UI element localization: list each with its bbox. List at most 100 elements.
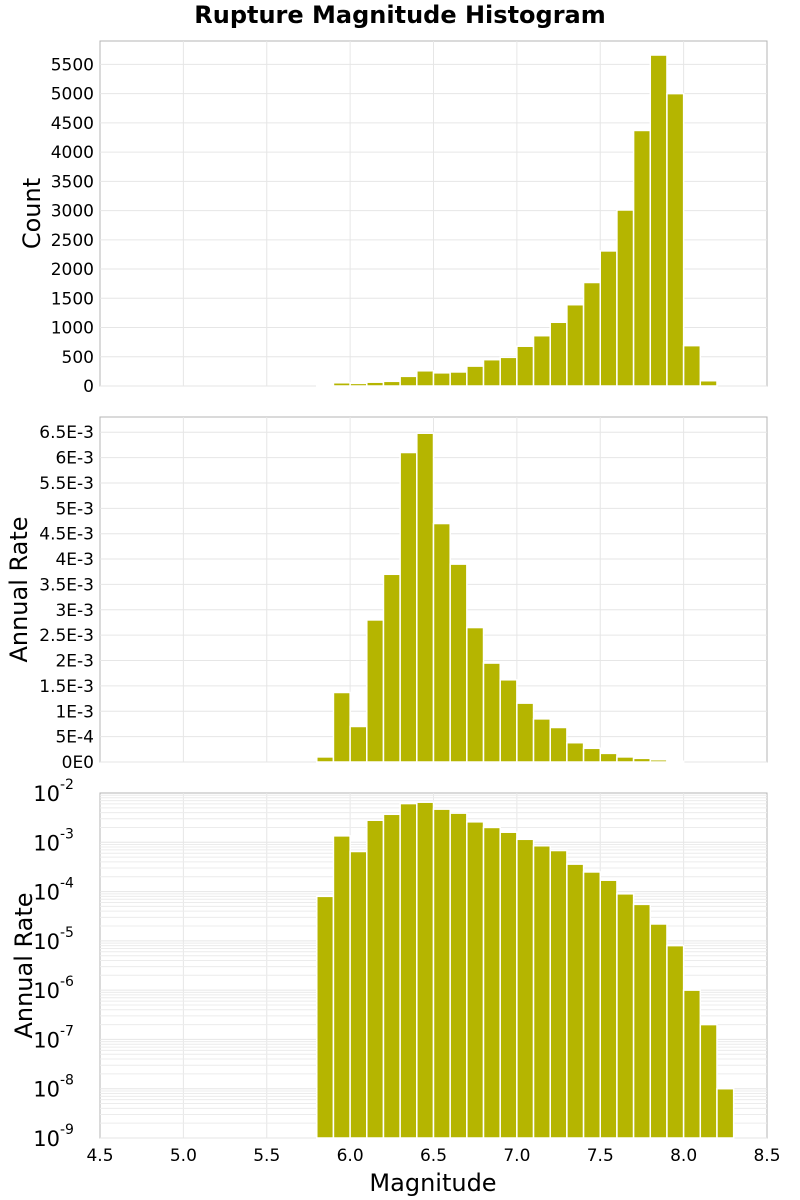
histogram-bar: [632, 757, 652, 763]
y-tick-exponent: -5: [60, 925, 74, 941]
histogram-bar: [582, 871, 602, 1139]
histogram-bar: [516, 838, 535, 1139]
histogram-bar: [549, 321, 568, 387]
y-tick-label: 10: [33, 881, 60, 905]
panel-count: 0 500 1000 1500 2000 2500 3000 3500 4000 4500 5000…: [18, 40, 768, 397]
histogram-bar: [532, 334, 551, 387]
y-tick-label: 0E0: [62, 753, 94, 773]
histogram-bar: [332, 691, 351, 763]
histogram-bar: [499, 356, 518, 387]
histogram-bar: [666, 760, 685, 763]
histogram-bar: [582, 747, 602, 763]
histogram-bar: [332, 835, 351, 1139]
histogram-bar: [466, 365, 485, 387]
histogram-bar: [366, 819, 385, 1139]
y-tick-label: 1E-3: [55, 702, 94, 722]
histogram-bar: [399, 802, 418, 1139]
histogram-bar: [466, 821, 485, 1139]
histogram-bar: [399, 451, 418, 763]
histogram-bar: [432, 372, 451, 387]
histogram-bar: [482, 358, 501, 387]
histogram-bar: [566, 303, 585, 387]
y-tick-exponent: -2: [60, 777, 74, 793]
x-axis-label: Magnitude: [369, 1169, 496, 1197]
x-tick-label: 5.0: [170, 1146, 197, 1166]
y-tick-exponent: -8: [60, 1073, 74, 1089]
y-tick-label: 5E-4: [55, 728, 94, 748]
y-tick-label: 10: [33, 979, 60, 1003]
panel-annual-rate-linear: 0E0 5E-4 1E-3 1.5E-3 2E-3 2.5E-3 3E-3 3.5E-3 4E-…: [5, 416, 768, 773]
y-tick-label: 5.5E-3: [39, 474, 94, 494]
histogram-bar: [382, 813, 401, 1139]
histogram-bar: [349, 382, 368, 387]
y-tick-label: 4.5E-3: [39, 525, 94, 545]
y-tick-label: 5000: [51, 85, 94, 105]
histogram-bar: [649, 758, 668, 763]
y-tick-exponent: -7: [60, 1023, 74, 1039]
histogram-bar: [532, 718, 551, 763]
histogram-bar: [416, 801, 435, 1139]
histogram-bar: [432, 522, 451, 763]
x-tick-label: 6.0: [337, 1146, 364, 1166]
histogram-bar: [616, 893, 635, 1139]
y-tick-label: 3000: [51, 202, 94, 222]
histogram-bar: [649, 54, 668, 387]
y-tick-label: 2.5E-3: [39, 626, 94, 646]
histogram-bar: [332, 382, 351, 387]
y-tick-label: 2000: [51, 260, 94, 280]
y-tick-exponent: -3: [60, 826, 74, 842]
panel-annual-rate-log: 10-210-310-410-510-610-710-810-9 Annual …: [10, 777, 781, 1197]
y-tick-label: 1000: [51, 319, 94, 339]
y-tick-label: 10: [33, 1078, 60, 1102]
histogram-bar: [316, 895, 335, 1139]
histogram-bar: [499, 831, 518, 1139]
histogram-bar: [566, 863, 585, 1139]
y-tick-label: 10: [33, 831, 60, 855]
histogram-bar: [566, 741, 585, 763]
histogram-bar: [432, 808, 451, 1139]
x-tick-label: 4.5: [86, 1146, 113, 1166]
histogram-bar: [549, 849, 568, 1139]
y-tick-label: 10: [33, 782, 60, 806]
histogram-bar: [599, 250, 618, 387]
histogram-bar: [382, 573, 401, 763]
histogram-bar: [666, 92, 685, 387]
panel-count-yticks: 0 500 1000 1500 2000 2500 3000 3500 4000 4500 5000…: [51, 55, 94, 397]
panel-count-bars: [316, 54, 718, 387]
histogram-bar: [699, 379, 718, 387]
histogram-bar: [666, 944, 685, 1139]
y-tick-exponent: -9: [60, 1122, 74, 1138]
histogram-bar: [482, 662, 501, 763]
y-tick-label: 5E-3: [55, 499, 94, 519]
x-tick-label: 7.0: [503, 1146, 530, 1166]
histogram-bar: [349, 850, 368, 1139]
panel-rate-log-bars: [316, 801, 735, 1139]
histogram-bar: [516, 702, 535, 763]
histogram-bar: [316, 756, 335, 763]
histogram-bar: [599, 752, 618, 763]
x-tick-label: 5.5: [253, 1146, 280, 1166]
y-tick-exponent: -6: [60, 974, 74, 990]
y-tick-label: 3.5E-3: [39, 575, 94, 595]
y-tick-label: 4E-3: [55, 550, 94, 570]
y-tick-label: 3E-3: [55, 601, 94, 621]
histogram-bar: [516, 345, 535, 387]
histogram-bar: [316, 384, 335, 387]
y-tick-label: 10: [33, 1127, 60, 1151]
panel-count-ylabel: Count: [18, 178, 46, 249]
x-tick-label: 7.5: [587, 1146, 614, 1166]
y-tick-label: 2500: [51, 231, 94, 251]
y-tick-label: 10: [33, 1028, 60, 1052]
histogram-bar: [632, 129, 652, 387]
x-tick-label: 8.0: [670, 1146, 697, 1166]
histogram-bar: [582, 281, 602, 387]
histogram-bar: [449, 371, 468, 387]
chart-title: Rupture Magnitude Histogram: [194, 1, 606, 29]
histogram-bar: [699, 1023, 718, 1139]
histogram-bar: [716, 1087, 735, 1139]
y-tick-label: 500: [62, 348, 94, 368]
y-tick-label: 6E-3: [55, 449, 94, 469]
histogram-bar: [366, 381, 385, 387]
y-tick-label: 6.5E-3: [39, 423, 94, 443]
